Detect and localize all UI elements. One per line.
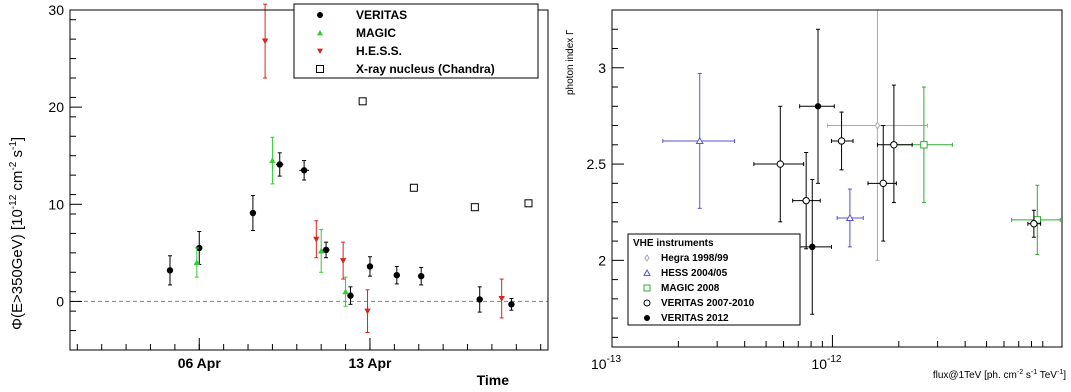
x-tick-label: 10-13 — [591, 354, 621, 372]
y-tick-label: 10 — [48, 196, 64, 212]
data-point — [409, 183, 418, 192]
data-point — [890, 141, 898, 149]
light-curve-chart: 0 10 20 30 06 Apr 13 Apr Time Φ(E>350GeV) [10… — [8, 2, 549, 388]
data-point — [364, 308, 371, 315]
photon-index-marks — [662, 10, 1061, 315]
data-point — [313, 236, 320, 243]
data-point — [193, 259, 201, 266]
x-tick-label: 13 Apr — [348, 355, 392, 371]
x-tick-label: 10-12 — [811, 354, 841, 372]
series-veritas-2007-2010 — [753, 84, 1042, 250]
legend-label-magic-2008: MAGIC 2008 — [661, 283, 720, 294]
data-point — [814, 103, 822, 110]
legend-label-veritas-2007: VERITAS 2007-2010 — [661, 298, 755, 309]
photon-index-legend-markers — [643, 254, 651, 321]
series-h-e-s-s — [261, 3, 505, 334]
legend-marker-x-ray-nucleus-chandra — [316, 65, 324, 73]
legend-marker-h-e-s-s — [317, 48, 323, 54]
photon-index-legend: VHE instruments Hegra 1998/99 HESS 2004/… — [627, 233, 801, 326]
data-point — [300, 167, 308, 174]
light-curve-ticks: 0 10 20 30 06 Apr 13 Apr — [48, 2, 542, 371]
legend-label-hess: H.E.S.S. — [356, 44, 402, 58]
legend-marker-magic — [317, 30, 323, 36]
data-point — [809, 243, 816, 251]
data-point — [476, 296, 483, 303]
photon-index-y-axis-title: photon index Γ — [565, 29, 576, 95]
legend-marker-hegra-1998-99 — [644, 254, 650, 262]
series-magic-2008 — [893, 86, 1061, 256]
x-tick-label: 06 Apr — [178, 355, 222, 371]
light-curve-legend-box — [293, 3, 539, 79]
legend-marker-veritas-2012 — [644, 315, 650, 321]
light-curve-y-axis-title: Φ(E>350GeV) [10-12 cm-2 s-1] — [8, 137, 26, 330]
photon-index-x-axis-title: flux@1TeV [ph. cm-2 s-1 TeV-1] — [933, 369, 1066, 381]
series-x-ray-nucleus-chandra — [358, 97, 533, 212]
legend-label-hegra: Hegra 1998/99 — [661, 253, 729, 264]
data-point — [342, 288, 349, 295]
data-point — [1030, 220, 1038, 228]
data-point — [524, 199, 533, 208]
y-tick-label: 2 — [598, 252, 606, 268]
y-tick-label: 3 — [598, 60, 606, 76]
data-point — [417, 272, 425, 280]
series-magic — [193, 136, 349, 307]
legend-label-chandra: X-ray nucleus (Chandra) — [356, 62, 495, 76]
data-point — [393, 272, 400, 279]
legend-marker-magic-2008 — [643, 284, 651, 292]
data-point — [879, 179, 887, 188]
photon-index-ticks: 2 2.5 3 10-13 10-12 — [587, 28, 1044, 372]
legend-label-veritas-2012: VERITAS 2012 — [661, 313, 729, 324]
data-point — [498, 295, 505, 302]
data-point — [776, 160, 784, 168]
legend-label-veritas: VERITAS — [356, 8, 407, 22]
y-tick-label: 0 — [56, 293, 64, 309]
y-tick-label: 20 — [48, 99, 64, 115]
photon-index-plot-frame — [611, 9, 1063, 348]
y-tick-label: 30 — [48, 2, 64, 18]
data-point — [339, 258, 347, 264]
light-curve-marks — [70, 3, 548, 334]
legend-label-hess-2004: HESS 2004/05 — [661, 268, 728, 279]
data-point — [508, 301, 515, 308]
light-curve-x-axis-title: Time — [477, 372, 510, 388]
data-point — [269, 157, 276, 164]
data-point — [695, 136, 704, 145]
legend-marker-veritas-2007-2010 — [643, 299, 651, 307]
data-point — [249, 209, 257, 217]
series-hess-2004-05 — [662, 73, 864, 248]
legend-label-magic: MAGIC — [356, 26, 396, 40]
data-point — [366, 263, 374, 270]
data-point — [261, 38, 269, 45]
data-point — [276, 161, 283, 168]
legend-marker-hess-2004-05 — [643, 268, 651, 276]
y-tick-label: 2.5 — [587, 156, 607, 172]
light-curve-legend: VERITAS MAGIC H.E.S.S. X-ray nucleus (Ch… — [293, 3, 539, 79]
data-point — [802, 196, 810, 205]
light-curve-legend-markers — [316, 12, 324, 73]
legend-marker-veritas — [317, 12, 323, 18]
photon-index-legend-box — [627, 233, 801, 326]
data-point — [837, 137, 846, 145]
data-point — [845, 213, 854, 222]
photon-index-chart: 2 2.5 3 10-13 10-12 flux@1TeV [ph. cm-2 s-1 … — [565, 9, 1066, 381]
data-point — [874, 121, 881, 130]
photon-index-legend-title: VHE instruments — [633, 238, 714, 249]
data-point — [196, 244, 203, 252]
data-point — [166, 267, 174, 274]
data-point — [358, 97, 367, 106]
data-point — [347, 292, 354, 299]
data-point — [322, 246, 330, 254]
data-point — [317, 247, 325, 254]
series-hegra-1998-99 — [827, 10, 929, 261]
data-point — [470, 203, 479, 212]
data-point — [920, 141, 928, 149]
series-veritas — [166, 152, 515, 313]
